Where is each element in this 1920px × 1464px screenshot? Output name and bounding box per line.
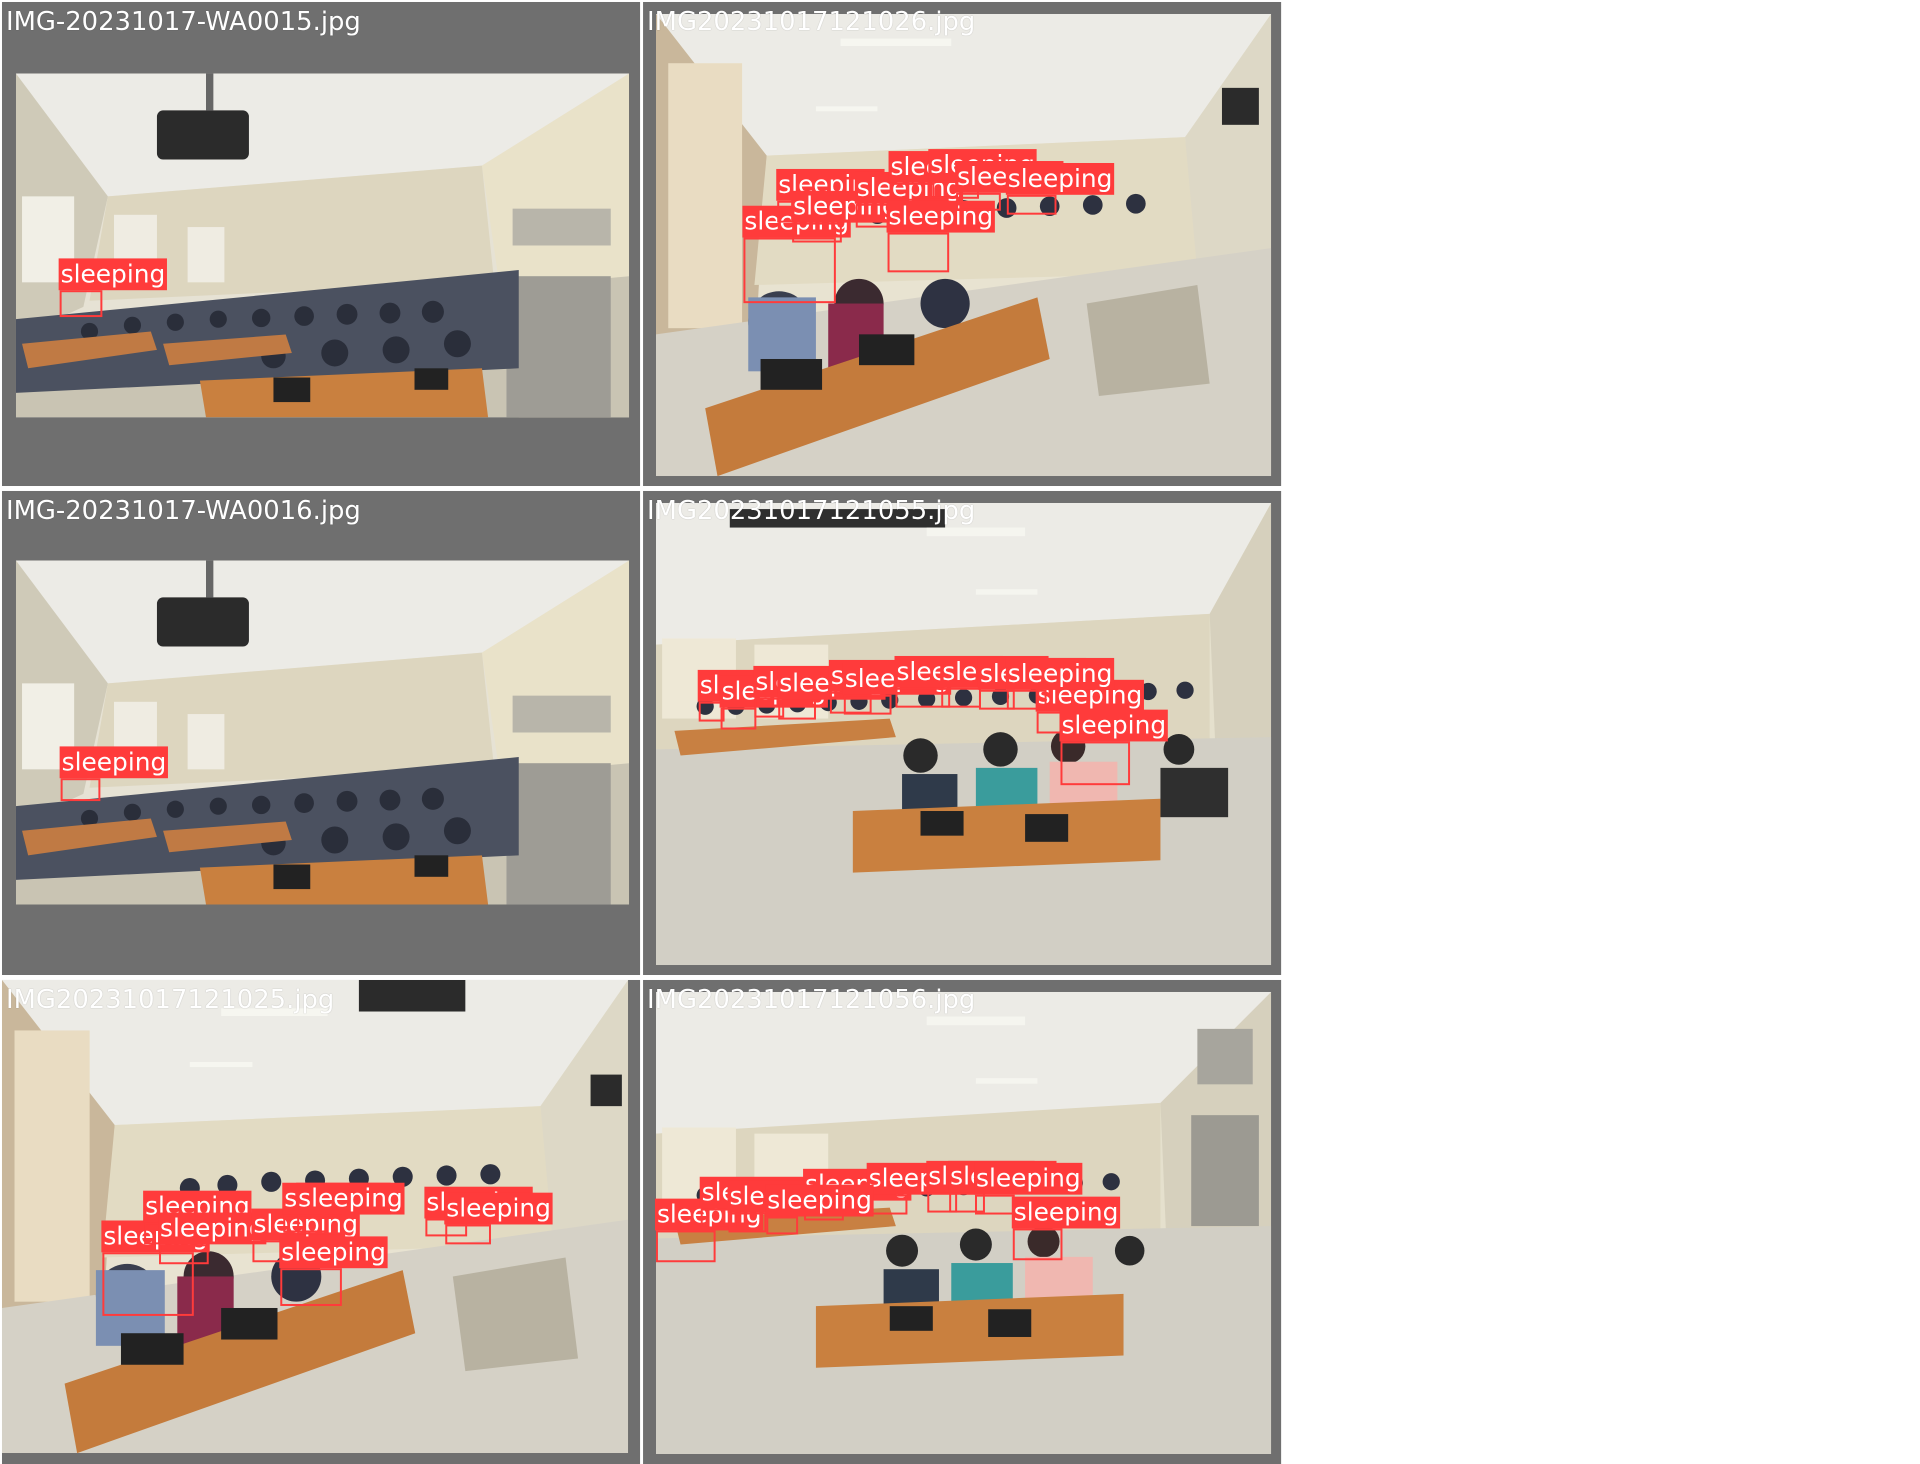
grid-cell: IMG20231017121056.jpg sleeping sleeping … bbox=[643, 979, 1282, 1464]
detection: sleeping bbox=[742, 205, 852, 304]
detection: sleeping bbox=[58, 258, 168, 318]
detection: sleeping bbox=[444, 1192, 553, 1245]
detection-label: sleeping bbox=[1005, 162, 1115, 195]
detection: sleeping bbox=[940, 655, 1049, 708]
detection: sleeping bbox=[842, 662, 952, 715]
image-filename: IMG-20231017-WA0016.jpg bbox=[5, 495, 361, 526]
detection: sleeping bbox=[974, 1162, 1083, 1215]
bounding-box bbox=[843, 694, 892, 715]
detection: sleeping bbox=[791, 190, 900, 243]
bounding-box bbox=[60, 778, 101, 802]
detection: sleeping bbox=[296, 1182, 405, 1235]
classroom-photo bbox=[1, 979, 629, 1454]
classroom-photo bbox=[15, 560, 630, 905]
detection: sleeping bbox=[279, 1236, 388, 1306]
grid-cell: IMG-20231017-WA0015.jpg sleeping bbox=[1, 1, 641, 487]
bounding-box bbox=[1012, 1228, 1063, 1261]
detection: sleeping bbox=[888, 151, 998, 201]
classroom-photo bbox=[655, 13, 1272, 477]
detection: sleeping bbox=[1005, 657, 1115, 710]
detection-label: sleeping bbox=[1011, 1196, 1121, 1229]
image-filename: IMG20231017121026.jpg bbox=[647, 6, 976, 37]
detection-label: sleeping bbox=[58, 258, 168, 291]
image-filename: IMG20231017121025.jpg bbox=[5, 984, 335, 1015]
detection-label: sleeping bbox=[1005, 657, 1115, 690]
bounding-box bbox=[949, 1192, 985, 1213]
bounding-box bbox=[754, 697, 785, 718]
classroom-photo bbox=[15, 73, 630, 418]
bounding-box bbox=[655, 1230, 716, 1263]
image-filename: IMG-20231017-WA0015.jpg bbox=[5, 6, 361, 37]
detection-label: sleeping bbox=[296, 1182, 405, 1215]
bounding-box bbox=[1060, 741, 1131, 786]
bounding-box bbox=[792, 222, 842, 243]
grid-cell: IMG20231017121025.jpg sleeping sleeping … bbox=[1, 979, 641, 1464]
detection: sleeping bbox=[1005, 162, 1115, 215]
detection: sleeping bbox=[955, 161, 1064, 211]
grid-cell: IMG20231017121026.jpg sleeping sleeping … bbox=[643, 1, 1282, 487]
detection: sleeping bbox=[654, 1198, 764, 1263]
detection: sleeping bbox=[158, 1212, 267, 1265]
detection: sleeping bbox=[719, 675, 829, 730]
bounding-box bbox=[941, 687, 981, 708]
detection-label: sleeping bbox=[1059, 709, 1169, 742]
bounding-box bbox=[720, 707, 757, 730]
detection: sleeping bbox=[1059, 709, 1169, 786]
bounding-box bbox=[766, 1216, 799, 1235]
bounding-box bbox=[778, 699, 816, 720]
detection-label: sleeping bbox=[279, 1236, 388, 1269]
detection: sleeping bbox=[727, 1180, 837, 1233]
detection-label: sleeping bbox=[974, 1162, 1083, 1195]
bounding-box bbox=[889, 182, 935, 201]
detection-label: sleeping bbox=[886, 200, 996, 233]
image-filename: IMG20231017121055.jpg bbox=[647, 495, 976, 526]
classroom-photo bbox=[655, 502, 1272, 966]
bounding-box bbox=[280, 1268, 342, 1306]
bounding-box bbox=[978, 689, 1015, 710]
bounding-box bbox=[102, 1252, 194, 1316]
grid-cell: IMG20231017121055.jpg sleeping sleeping … bbox=[643, 490, 1282, 976]
bounding-box bbox=[743, 237, 836, 304]
image-filename: IMG20231017121056.jpg bbox=[647, 984, 976, 1015]
bounding-box bbox=[159, 1244, 209, 1265]
bounding-box bbox=[895, 687, 951, 708]
detection-label: sleeping bbox=[158, 1212, 267, 1245]
image-grid: IMG-20231017-WA0015.jpg sleeping bbox=[0, 0, 1282, 1464]
bounding-box bbox=[297, 1214, 342, 1235]
bounding-box bbox=[927, 1192, 958, 1213]
detection-label: sleeping bbox=[59, 746, 169, 779]
detection: sleeping bbox=[886, 200, 996, 273]
bounding-box bbox=[887, 232, 950, 273]
bounding-box bbox=[445, 1224, 491, 1245]
bounding-box bbox=[1006, 689, 1047, 710]
detection-label: sleeping bbox=[765, 1184, 874, 1217]
detection-label: sleeping bbox=[444, 1192, 553, 1225]
bounding-box bbox=[975, 1194, 1015, 1215]
detection: sleeping bbox=[765, 1184, 874, 1235]
bounding-box bbox=[728, 1212, 767, 1233]
detection: sleeping bbox=[59, 746, 169, 802]
bounding-box bbox=[1006, 194, 1057, 215]
bounding-box bbox=[59, 290, 103, 318]
bounding-box bbox=[698, 701, 725, 722]
grid-cell: IMG-20231017-WA0016.jpg sleeping bbox=[1, 490, 641, 976]
detection: sleeping bbox=[1011, 1196, 1121, 1261]
bounding-box bbox=[700, 1208, 737, 1229]
detection: sleeping bbox=[777, 667, 886, 720]
bounding-box bbox=[956, 192, 1001, 211]
